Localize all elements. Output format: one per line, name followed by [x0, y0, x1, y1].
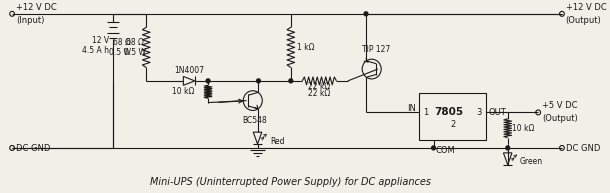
Text: 68 Ω
0.5 W: 68 Ω 0.5 W: [124, 38, 146, 57]
Circle shape: [506, 146, 509, 150]
Text: 10 kΩ: 10 kΩ: [173, 87, 195, 96]
Circle shape: [257, 79, 260, 83]
Text: Green: Green: [520, 157, 543, 166]
Text: BC548: BC548: [242, 116, 267, 125]
Text: 2: 2: [450, 120, 455, 129]
Text: COM: COM: [436, 146, 455, 155]
Text: 12 V
4.5 A h: 12 V 4.5 A h: [82, 36, 109, 55]
Text: TIP 127: TIP 127: [362, 45, 390, 54]
Text: 1N4007: 1N4007: [174, 66, 204, 74]
Circle shape: [206, 79, 210, 83]
Text: (Input): (Input): [16, 16, 45, 25]
Circle shape: [432, 146, 436, 150]
Bar: [419, 93, 486, 140]
Text: 10 kΩ: 10 kΩ: [512, 124, 535, 133]
Text: 68 Ω
0.5 W: 68 Ω 0.5 W: [109, 38, 131, 57]
Text: +12 V DC: +12 V DC: [565, 3, 606, 12]
Text: (Output): (Output): [542, 114, 578, 123]
Text: 1: 1: [423, 108, 428, 117]
Circle shape: [364, 12, 368, 16]
Text: (Output): (Output): [565, 16, 601, 25]
Text: DC GND: DC GND: [16, 144, 50, 153]
Text: Mini-UPS (Uninterrupted Power Supply) for DC appliances: Mini-UPS (Uninterrupted Power Supply) fo…: [150, 177, 431, 187]
Text: 7805: 7805: [434, 108, 463, 117]
Text: +12 V DC: +12 V DC: [16, 3, 57, 12]
Text: Red: Red: [270, 136, 284, 146]
Text: OUT: OUT: [489, 108, 506, 117]
Text: 3: 3: [476, 108, 482, 117]
Text: DC GND: DC GND: [565, 144, 600, 153]
Text: IN: IN: [407, 104, 417, 113]
Text: +5 V DC: +5 V DC: [542, 102, 578, 110]
Text: 22 kΩ: 22 kΩ: [308, 89, 331, 98]
Text: 22 kΩ: 22 kΩ: [308, 82, 331, 91]
Text: 1 kΩ: 1 kΩ: [296, 43, 314, 52]
Circle shape: [289, 79, 293, 83]
